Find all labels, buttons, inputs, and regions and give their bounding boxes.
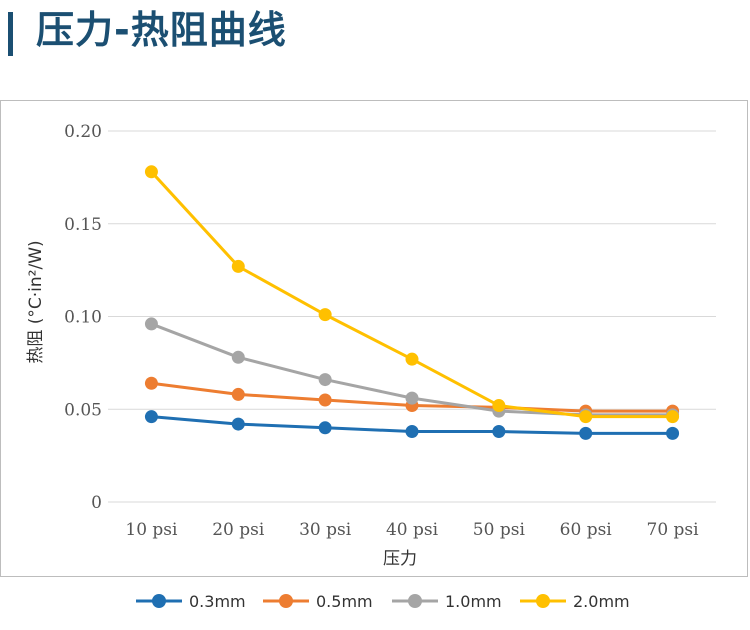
series-layer [144,165,680,440]
x-tick-label: 50 psi [473,520,526,540]
series-2.0mm [144,165,680,424]
data-point [231,259,245,273]
grid-lines [108,130,716,503]
data-point [666,410,680,424]
data-point [405,391,419,405]
data-point [579,426,593,440]
data-point [666,426,680,440]
data-point [144,410,158,424]
x-tick-labels: 10 psi 20 psi 30 psi 40 psi 50 psi 60 psi 70 p… [125,520,699,540]
legend-item: 1.0mm [392,592,502,611]
series-line [150,170,673,419]
x-tick-label: 30 psi [299,520,352,540]
legend-item: 2.0mm [520,592,630,611]
data-point [579,410,593,424]
legend: 0.3mm 0.5mm 1.0mm 2.0mm [136,592,630,611]
y-tick-label: 0 [91,493,102,513]
legend-label: 0.3mm [189,592,246,611]
legend-label: 1.0mm [445,592,502,611]
y-tick-label: 0.20 [64,122,102,142]
title-accent-bar [8,12,13,56]
y-tick-label: 0.15 [64,215,102,235]
y-axis-title: 热阻 (°C·in²/W) [26,240,46,363]
legend-label: 0.5mm [316,592,373,611]
data-point [318,421,332,435]
data-point [492,399,506,413]
legend-item: 0.3mm [136,592,246,611]
data-point [405,425,419,439]
legend-label: 2.0mm [573,592,630,611]
x-tick-label: 60 psi [560,520,613,540]
page-title: 压力-热阻曲线 [36,8,287,52]
data-point [318,373,332,387]
series-0.3mm [144,410,680,440]
data-point [144,376,158,390]
x-tick-label: 40 psi [386,520,439,540]
data-point [492,425,506,439]
legend-swatch-marker [536,594,550,608]
data-point [144,317,158,331]
data-point [405,352,419,366]
legend-item: 0.5mm [263,592,373,611]
data-point [318,393,332,407]
y-tick-labels: 0 0.05 0.10 0.15 0.20 [64,122,102,513]
data-point [231,387,245,401]
x-axis-title: 压力 [383,549,417,569]
x-tick-label: 70 psi [647,520,700,540]
data-point [318,308,332,322]
legend-swatch-marker [408,594,422,608]
x-tick-label: 20 psi [212,520,265,540]
legend-swatch-marker [279,594,293,608]
y-tick-label: 0.05 [64,400,102,420]
data-point [144,165,158,179]
x-tick-label: 10 psi [125,520,178,540]
data-point [231,417,245,431]
legend-swatch-marker [152,594,166,608]
y-tick-label: 0.10 [64,308,102,328]
data-point [231,350,245,364]
